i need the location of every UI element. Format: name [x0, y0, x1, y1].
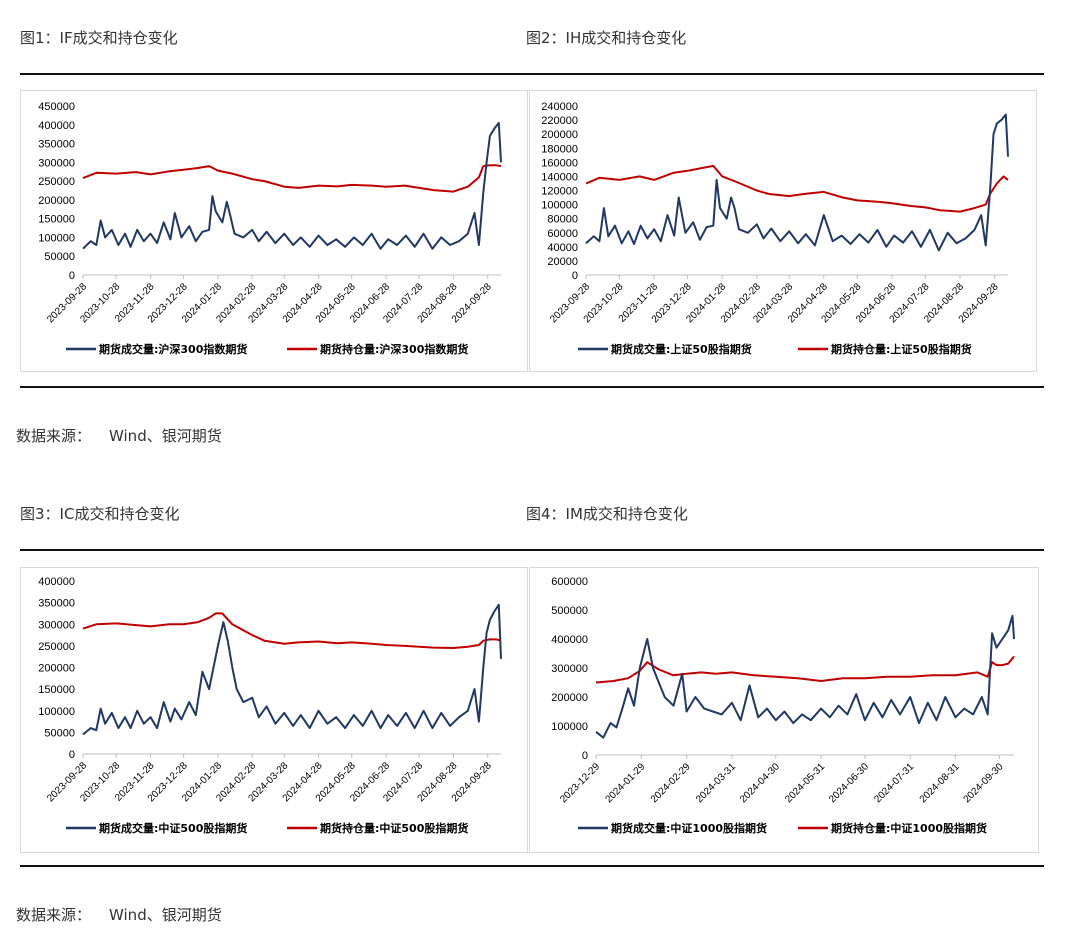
y-tick-label: 250000: [38, 176, 75, 188]
legend-label: 期货成交量:中证500股指期货: [99, 821, 247, 835]
series-line-open-interest: [595, 655, 1015, 684]
series-line-volume: [585, 113, 1009, 252]
x-tick-label: 2024-05-31: [783, 761, 827, 805]
top-rule-1: [20, 73, 1044, 75]
y-tick-label: 400000: [551, 634, 588, 646]
x-tick-label: 2024-09-30: [962, 761, 1006, 805]
series-line-volume: [82, 603, 502, 736]
y-tick-label: 50000: [44, 727, 75, 739]
legend-label: 期货持仓量:中证500股指期货: [320, 821, 468, 835]
legend-label: 期货持仓量:中证1000股指期货: [831, 821, 987, 835]
bottom-rule-1: [20, 386, 1044, 388]
source-label: 数据来源：: [16, 906, 92, 924]
y-tick-label: 0: [572, 270, 578, 282]
y-tick-label: 350000: [38, 598, 75, 610]
y-tick-label: 250000: [38, 641, 75, 653]
y-tick-label: 0: [582, 750, 588, 762]
y-tick-label: 400000: [38, 120, 75, 132]
figure-3-title: 图3：IC成交和持仓变化: [20, 505, 180, 523]
legend-label: 期货成交量:中证1000股指期货: [611, 821, 767, 835]
y-tick-label: 500000: [551, 605, 588, 617]
figure-2-title: 图2：IH成交和持仓变化: [526, 29, 687, 47]
series-line-open-interest: [585, 164, 1009, 213]
figure-1-title: 图1：IF成交和持仓变化: [20, 29, 178, 47]
y-tick-label: 100000: [38, 232, 75, 244]
chart-if: 0 50000 100000 150000 200000 250000 300000 3500…: [38, 101, 502, 356]
source-note-1: 数据来源： Wind、银河期货: [16, 425, 222, 446]
y-tick-label: 20000: [547, 256, 578, 268]
source-value: Wind、银河期货: [109, 906, 222, 924]
top-rule-2: [20, 549, 1044, 551]
chart-ih: 0 20000 40000 60000 80000 100000 120000 140000 1…: [541, 101, 1009, 356]
y-tick-label: 100000: [38, 706, 75, 718]
y-tick-label: 50000: [44, 251, 75, 263]
chart-im: 0 100000 200000 300000 400000 500000 600000 202…: [551, 576, 1015, 835]
y-tick-label: 150000: [38, 214, 75, 226]
y-tick-label: 180000: [541, 143, 578, 155]
y-tick-label: 200000: [541, 129, 578, 141]
source-value: Wind、银河期货: [109, 427, 222, 445]
y-tick-label: 300000: [38, 619, 75, 631]
y-tick-label: 100000: [541, 200, 578, 212]
y-tick-label: 120000: [541, 186, 578, 198]
x-tick-label: 2024-01-29: [603, 761, 647, 805]
y-tick-label: 100000: [551, 721, 588, 733]
y-tick-label: 150000: [38, 684, 75, 696]
source-label: 数据来源：: [16, 427, 92, 445]
legend-label: 期货成交量:上证50股指期货: [611, 342, 752, 356]
y-tick-label: 400000: [38, 576, 75, 588]
x-tick-label: 2024-07-31: [872, 761, 916, 805]
source-note-2: 数据来源： Wind、银河期货: [16, 904, 222, 925]
legend-label: 期货持仓量:沪深300指数期货: [320, 342, 468, 356]
y-tick-label: 80000: [547, 214, 578, 226]
bottom-rule-2: [20, 865, 1044, 867]
y-tick-label: 0: [69, 749, 75, 761]
y-tick-label: 300000: [551, 663, 588, 675]
x-tick-label: 2024-06-30: [827, 761, 871, 805]
y-tick-label: 0: [69, 270, 75, 282]
series-line-volume: [82, 121, 502, 250]
y-tick-label: 220000: [541, 115, 578, 127]
series-line-open-interest: [82, 164, 502, 193]
y-tick-label: 40000: [547, 242, 578, 254]
y-tick-label: 60000: [547, 228, 578, 240]
series-line-volume: [595, 614, 1015, 739]
chart-3-container: 0 50000 100000 150000 200000 250000 300000 3500…: [20, 567, 528, 853]
y-tick-label: 140000: [541, 171, 578, 183]
chart-2-container: 0 20000 40000 60000 80000 100000 120000 140000 1…: [529, 90, 1037, 372]
chart-4-container: 0 100000 200000 300000 400000 500000 600000 202…: [529, 567, 1039, 853]
x-tick-label: 2024-03-31: [694, 761, 738, 805]
chart-1-container: 0 50000 100000 150000 200000 250000 300000 3500…: [20, 90, 528, 372]
y-tick-label: 200000: [38, 663, 75, 675]
x-tick-label: 2024-08-31: [918, 761, 962, 805]
y-tick-label: 240000: [541, 101, 578, 113]
x-tick-label: 2024-04-30: [738, 761, 782, 805]
x-tick-label: 2023-12-29: [558, 761, 602, 805]
legend-label: 期货成交量:沪深300指数期货: [99, 342, 247, 356]
x-tick-label: 2024-02-29: [649, 761, 693, 805]
legend-label: 期货持仓量:上证50股指期货: [831, 342, 972, 356]
y-tick-label: 200000: [551, 692, 588, 704]
y-tick-label: 160000: [541, 157, 578, 169]
y-tick-label: 600000: [551, 576, 588, 588]
y-tick-label: 450000: [38, 101, 75, 113]
y-tick-label: 200000: [38, 195, 75, 207]
series-line-open-interest: [82, 612, 502, 649]
chart-ic: 0 50000 100000 150000 200000 250000 300000 3500…: [38, 576, 502, 835]
y-tick-label: 300000: [38, 157, 75, 169]
figure-4-title: 图4：IM成交和持仓变化: [526, 505, 688, 523]
y-tick-label: 350000: [38, 139, 75, 151]
